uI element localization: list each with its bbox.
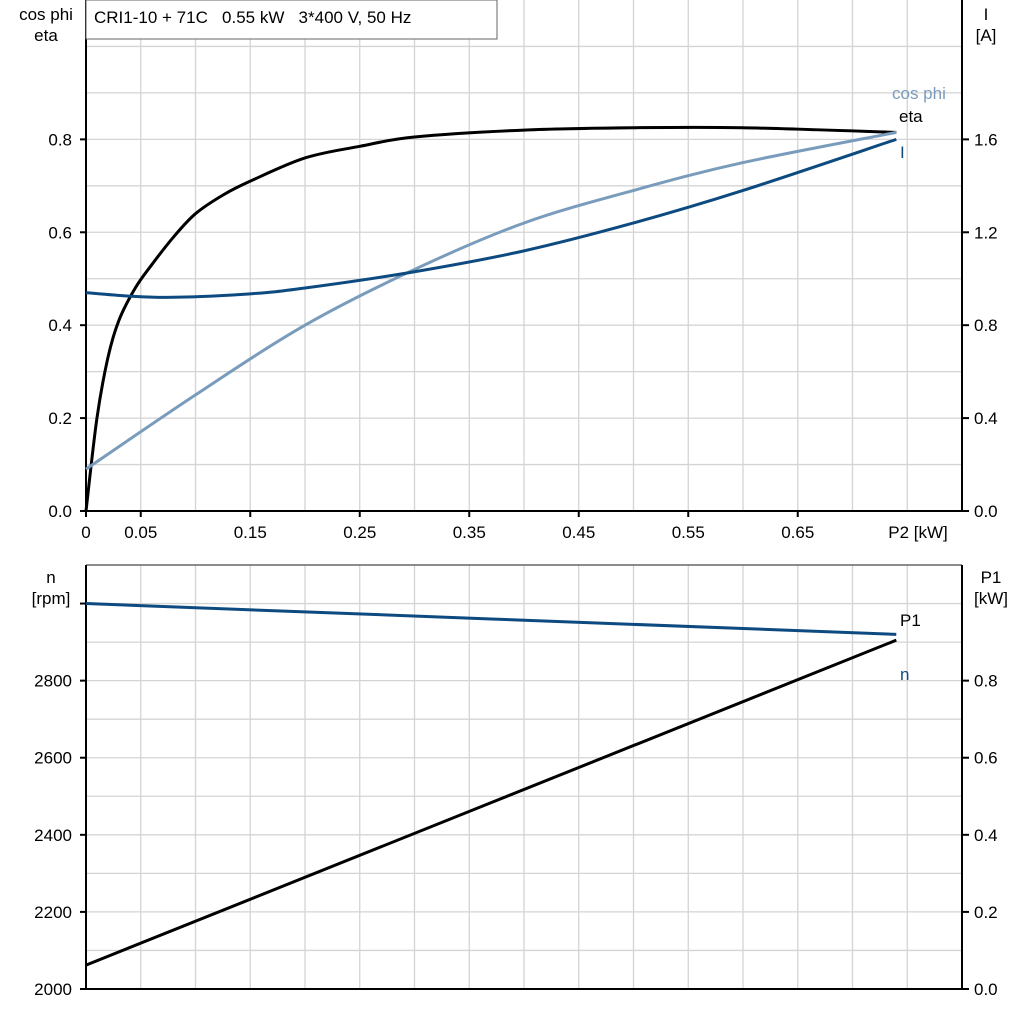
x-tick-label: 0.65 xyxy=(781,523,814,542)
y-tick-label-right: 0.0 xyxy=(974,980,998,999)
bottom-grid xyxy=(85,564,963,990)
top-grid xyxy=(85,0,963,512)
x-tick-label: 0.55 xyxy=(672,523,705,542)
ylabel-p1: P1 xyxy=(981,568,1002,587)
ylabel-i-unit: [A] xyxy=(976,26,997,45)
series-label-cosphi: cos phi xyxy=(892,84,946,103)
curves xyxy=(84,125,897,967)
y-tick-label-right: 0.2 xyxy=(974,903,998,922)
y-tick-label-left: 0.2 xyxy=(48,409,72,428)
curve-i xyxy=(85,137,897,299)
ylabel-eta: eta xyxy=(34,26,58,45)
y-tick-label-right: 0.0 xyxy=(974,502,998,521)
y-tick-label-right: 0.8 xyxy=(974,316,998,335)
series-label-eta: eta xyxy=(899,107,923,126)
y-tick-label-right: 0.4 xyxy=(974,826,998,845)
xlabel-p2: P2 [kW] xyxy=(888,523,948,542)
ylabel-i: I xyxy=(984,5,989,24)
y-tick-label-right: 1.6 xyxy=(974,130,998,149)
y-tick-label-left: 0.8 xyxy=(48,130,72,149)
y-tick-label-right: 0.8 xyxy=(974,672,998,691)
ylabel-n: n xyxy=(46,568,55,587)
y-tick-label-left: 2400 xyxy=(34,826,72,845)
y-tick-label-left: 0.4 xyxy=(48,316,72,335)
x-tick-label: 0.05 xyxy=(124,523,157,542)
x-tick-label: 0.45 xyxy=(562,523,595,542)
series-label-i: I xyxy=(900,143,905,162)
curve-eta xyxy=(84,125,897,512)
series-label-n: n xyxy=(900,665,909,684)
x-tick-label: 0.25 xyxy=(343,523,376,542)
y-tick-label-left: 2800 xyxy=(34,672,72,691)
series-label-p1: P1 xyxy=(900,611,921,630)
y-tick-label-left: 2000 xyxy=(34,980,72,999)
x-tick-label: 0.15 xyxy=(234,523,267,542)
y-tick-label-right: 0.6 xyxy=(974,749,998,768)
y-tick-label-left: 0.6 xyxy=(48,223,72,242)
y-tick-label-left: 2200 xyxy=(34,903,72,922)
curve-cos-phi xyxy=(85,130,897,471)
ylabel-p1-unit: [kW] xyxy=(974,589,1008,608)
title-box xyxy=(85,0,498,40)
y-tick-label-right: 1.2 xyxy=(974,223,998,242)
curve-p1 xyxy=(85,638,897,967)
y-tick-label-left: 0.0 xyxy=(48,502,72,521)
x-tick-label: 0 xyxy=(81,523,90,542)
y-tick-label-left: 2600 xyxy=(34,749,72,768)
curve-n xyxy=(85,602,897,636)
ylabel-cosphi: cos phi xyxy=(19,5,73,24)
x-tick-label: 0.35 xyxy=(453,523,486,542)
tick-labels: 0.0 0.2 0.4 0.6 0.8 0.0 0.4 0.8 1.2 1.6 0 0.05 0.15 0… xyxy=(34,130,997,999)
chart-title: CRI1-10 + 71C 0.55 kW 3*400 V, 50 Hz xyxy=(94,8,411,27)
ylabel-n-unit: [rpm] xyxy=(32,589,71,608)
y-tick-label-right: 0.4 xyxy=(974,409,998,428)
